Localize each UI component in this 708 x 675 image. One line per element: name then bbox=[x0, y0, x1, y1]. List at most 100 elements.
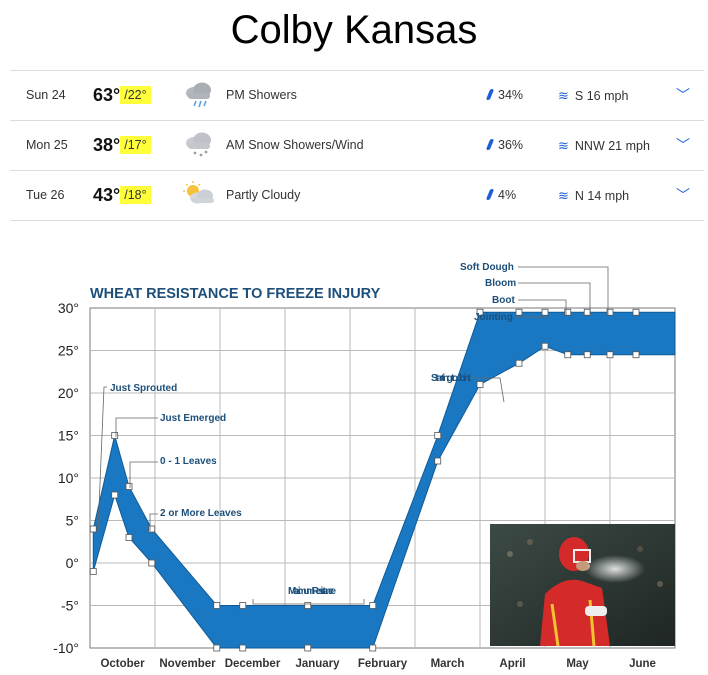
band-point bbox=[111, 491, 119, 499]
annotation-soft-dough: Soft Dough bbox=[460, 262, 609, 315]
chevron-down-icon[interactable]: ﹀ bbox=[676, 187, 690, 203]
x-tick-label: April bbox=[499, 658, 525, 670]
forecast-day: Tue 26 bbox=[26, 188, 65, 202]
high-temp: 63° bbox=[93, 85, 121, 105]
forecast-row[interactable]: Sun 24 63°/22° PM Showers 34% ≋ S 16 mph … bbox=[10, 70, 704, 120]
band-point bbox=[434, 432, 442, 439]
forecast-temps: 43°/18° bbox=[93, 171, 151, 222]
wind-value: ≋ S 16 mph bbox=[558, 71, 628, 121]
band-point bbox=[434, 457, 442, 465]
chart-title: WHEAT RESISTANCE TO FREEZE INJURY bbox=[90, 286, 381, 302]
condition-text: PM Showers bbox=[226, 88, 297, 102]
annotation-label: 0 - 1 Leaves bbox=[160, 456, 217, 467]
wind-icon: ≋ bbox=[558, 88, 569, 103]
band-point bbox=[89, 525, 97, 533]
annotation-label: Boot bbox=[492, 295, 515, 306]
annotation-jointing: Jointing bbox=[474, 312, 547, 323]
raindrop-icon bbox=[485, 139, 495, 150]
low-temp: /17° bbox=[120, 136, 151, 154]
x-tick-label: January bbox=[295, 658, 340, 670]
band-point bbox=[89, 568, 97, 575]
chevron-down-icon[interactable]: ﹀ bbox=[676, 87, 690, 103]
annotation-boot: Boot bbox=[492, 295, 567, 315]
y-axis-ticks: 30° 25° 20° 15° 10° 5° 0° -5° -10° bbox=[53, 300, 79, 656]
wind-icon: ≋ bbox=[558, 188, 569, 203]
raindrop-icon bbox=[485, 89, 495, 100]
annotation-label: Just Emerged bbox=[160, 413, 226, 424]
precip-value: 34% bbox=[485, 71, 523, 120]
band-point bbox=[213, 602, 221, 609]
low-temp: /18° bbox=[120, 186, 151, 204]
forecast-list: Sun 24 63°/22° PM Showers 34% ≋ S 16 mph … bbox=[10, 70, 704, 221]
band-point bbox=[583, 308, 591, 316]
band-point bbox=[541, 342, 549, 350]
y-tick-label: 25° bbox=[58, 343, 79, 359]
wind-value: ≋ NNW 21 mph bbox=[558, 121, 650, 171]
precip-text: 36% bbox=[498, 138, 524, 152]
x-tick-label: May bbox=[566, 658, 589, 670]
band-point bbox=[304, 644, 312, 652]
annotation-just-emerged: Just Emerged bbox=[115, 413, 226, 437]
x-tick-label: December bbox=[225, 658, 281, 670]
band-point bbox=[515, 308, 523, 316]
x-tick-label: November bbox=[159, 658, 216, 670]
annotation-label: 2 or More Leaves bbox=[160, 508, 242, 519]
band-point bbox=[304, 602, 312, 609]
high-temp: 38° bbox=[93, 135, 121, 155]
raindrop-icon bbox=[485, 189, 495, 200]
partly-cloudy-icon bbox=[182, 180, 216, 210]
forecast-temps: 38°/17° bbox=[93, 121, 151, 172]
band-point bbox=[148, 559, 156, 567]
y-tick-label: 0° bbox=[66, 555, 79, 571]
band-point bbox=[564, 308, 572, 316]
wind-text: S 16 mph bbox=[574, 89, 629, 103]
wind-value: ≋ N 14 mph bbox=[558, 171, 629, 221]
annotation-label: Starting to Joint bbox=[431, 373, 472, 384]
y-tick-label: 5° bbox=[66, 513, 79, 529]
resistance-band-area bbox=[92, 311, 676, 649]
precip-value: 4% bbox=[485, 171, 516, 220]
x-axis-ticks: October November December January February Ma… bbox=[100, 658, 655, 670]
band-point bbox=[125, 483, 133, 490]
band-point bbox=[111, 432, 119, 439]
band-point bbox=[125, 534, 133, 541]
band-point bbox=[148, 525, 156, 533]
forecast-day: Sun 24 bbox=[26, 88, 66, 102]
band-point bbox=[213, 644, 221, 652]
precip-value: 36% bbox=[485, 121, 524, 170]
y-tick-label: 15° bbox=[58, 428, 79, 444]
band-point bbox=[632, 308, 640, 316]
band-point bbox=[606, 308, 614, 316]
band-point bbox=[369, 602, 377, 609]
band-point bbox=[564, 351, 572, 359]
annotation-0-1-leaves: 0 - 1 Leaves bbox=[129, 456, 217, 488]
band-point bbox=[239, 644, 247, 652]
band-point bbox=[239, 602, 247, 609]
annotation-label: Just Sprouted bbox=[110, 383, 177, 394]
low-temp: /22° bbox=[120, 86, 151, 104]
annotation-label: Jointing bbox=[474, 312, 513, 323]
band-markers bbox=[89, 308, 640, 652]
band-point bbox=[632, 351, 640, 359]
annotation-label: Maximum Resistance bbox=[288, 586, 336, 597]
wind-text: NNW 21 mph bbox=[574, 139, 650, 153]
x-tick-label: February bbox=[358, 658, 408, 670]
player-photo bbox=[490, 524, 675, 646]
forecast-row[interactable]: Tue 26 43°/18° Partly Cloudy 4% ≋ N 14 mp… bbox=[10, 170, 704, 221]
x-tick-label: October bbox=[100, 658, 145, 670]
annotation-max-resistance: Maximum Resistance bbox=[252, 586, 365, 605]
band-point bbox=[583, 351, 591, 359]
condition-text: Partly Cloudy bbox=[226, 188, 301, 202]
chevron-down-icon[interactable]: ﹀ bbox=[676, 137, 690, 153]
resistance-band bbox=[92, 311, 676, 649]
y-tick-label: 20° bbox=[58, 385, 79, 401]
band-point bbox=[606, 351, 614, 359]
annotation-bloom: Bloom bbox=[485, 278, 591, 315]
forecast-row[interactable]: Mon 25 38°/17° AM Snow Showers/Wind 36% … bbox=[10, 120, 704, 170]
x-tick-label: March bbox=[431, 658, 465, 670]
annotation-label: Soft Dough bbox=[460, 262, 514, 273]
annotation-just-sprouted: Just Sprouted bbox=[92, 383, 177, 533]
condition-text: AM Snow Showers/Wind bbox=[226, 138, 364, 152]
y-tick-label: 30° bbox=[58, 300, 79, 316]
band-point bbox=[541, 308, 549, 316]
